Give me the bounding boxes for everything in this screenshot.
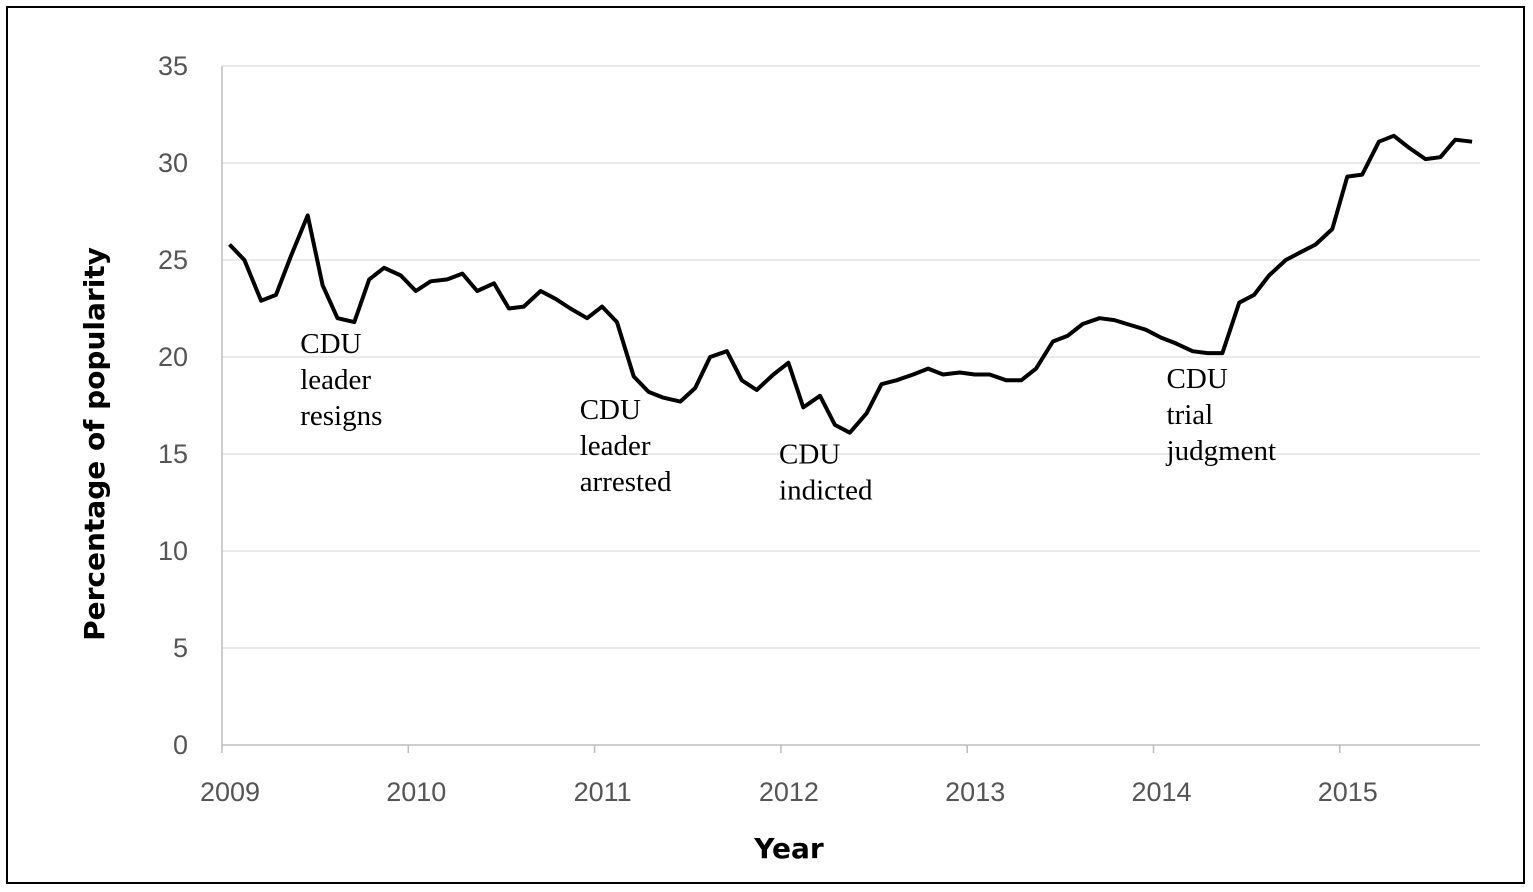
chart-frame (6, 6, 1525, 884)
x-tick-label: 2015 (1318, 777, 1378, 807)
x-axis-label: Year (753, 832, 824, 865)
x-tick-label: 2010 (386, 777, 446, 807)
x-tick-label: 2013 (945, 777, 1005, 807)
annotation: CDU trial judgment (1166, 363, 1277, 467)
annotation-line: CDU (1167, 363, 1228, 395)
y-tick-label: 30 (158, 148, 188, 178)
y-tick-label: 0 (173, 730, 188, 760)
annotation-line: arrested (580, 466, 672, 498)
annotations: CDU leader resigns CDU leader arrested CDU indi… (300, 328, 1276, 507)
x-tick-label: 2014 (1131, 777, 1191, 807)
y-tick-label: 25 (158, 245, 188, 275)
annotation-line: CDU (779, 439, 840, 471)
gridlines (222, 65, 1480, 649)
annotation-line: CDU (300, 328, 361, 360)
annotation: CDU leader arrested (580, 394, 672, 498)
annotation-line: indicted (779, 475, 873, 507)
y-tick-labels: 0 5 10 15 20 25 30 35 (158, 51, 188, 760)
annotation: CDU leader resigns (300, 328, 382, 432)
y-tick-label: 35 (158, 51, 188, 81)
y-tick-label: 20 (158, 342, 188, 372)
annotation-line: trial (1167, 399, 1214, 431)
x-tick-labels: 2009 2010 2011 2012 2013 2014 2015 (200, 777, 1378, 807)
annotation-line: CDU (580, 394, 641, 426)
y-tick-label: 10 (158, 536, 188, 566)
annotation-line: judgment (1166, 435, 1277, 467)
axes (221, 66, 1480, 753)
x-tick-label: 2009 (200, 777, 260, 807)
annotation-line: resigns (300, 400, 382, 432)
x-tick-label: 2012 (759, 777, 819, 807)
annotation: CDU indicted (779, 439, 873, 507)
x-tick-label: 2011 (574, 777, 632, 807)
y-tick-label: 15 (158, 439, 188, 469)
series-line (228, 133, 1473, 435)
y-axis-label: Percentage of popularity (78, 247, 111, 641)
y-tick-label: 5 (173, 633, 188, 663)
annotation-line: leader (300, 364, 371, 396)
annotation-line: leader (580, 430, 651, 462)
